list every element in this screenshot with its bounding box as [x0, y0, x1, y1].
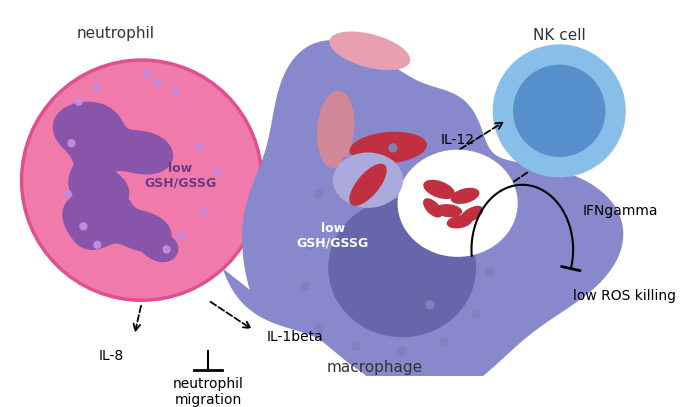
Circle shape — [430, 153, 439, 162]
Text: low
GSH/GSSG: low GSH/GSSG — [296, 221, 369, 249]
Text: low
GSH/GSSG: low GSH/GSSG — [144, 162, 216, 190]
Circle shape — [397, 346, 407, 356]
Polygon shape — [136, 228, 178, 262]
Circle shape — [462, 175, 471, 185]
Circle shape — [67, 139, 75, 147]
Circle shape — [425, 300, 435, 309]
Circle shape — [171, 88, 180, 96]
Circle shape — [342, 157, 352, 166]
Circle shape — [352, 342, 361, 351]
Ellipse shape — [435, 204, 462, 217]
Circle shape — [153, 79, 162, 88]
Circle shape — [513, 65, 605, 157]
Ellipse shape — [333, 153, 403, 208]
Ellipse shape — [330, 31, 410, 70]
Ellipse shape — [446, 215, 472, 228]
Circle shape — [93, 241, 102, 249]
Ellipse shape — [317, 91, 354, 168]
Ellipse shape — [424, 180, 455, 199]
Circle shape — [214, 167, 222, 175]
Polygon shape — [68, 153, 129, 210]
Circle shape — [21, 60, 262, 300]
Ellipse shape — [328, 199, 476, 337]
Polygon shape — [53, 102, 173, 179]
Circle shape — [481, 222, 490, 231]
Circle shape — [195, 144, 203, 152]
Text: macrophage: macrophage — [326, 360, 422, 375]
Circle shape — [162, 245, 171, 254]
Circle shape — [314, 324, 323, 333]
Text: IL-1beta: IL-1beta — [266, 330, 323, 344]
Circle shape — [176, 232, 184, 240]
Circle shape — [200, 208, 208, 217]
Circle shape — [75, 97, 83, 106]
Ellipse shape — [397, 150, 518, 257]
Circle shape — [485, 268, 495, 277]
Circle shape — [314, 189, 323, 199]
Ellipse shape — [451, 188, 480, 204]
Text: neutrophil: neutrophil — [77, 26, 155, 41]
Text: neutrophil
migration: neutrophil migration — [173, 377, 244, 407]
Ellipse shape — [350, 132, 427, 164]
Circle shape — [493, 44, 626, 177]
Circle shape — [64, 190, 72, 198]
Ellipse shape — [350, 164, 387, 206]
Text: IL-8: IL-8 — [99, 349, 124, 363]
Circle shape — [301, 282, 310, 291]
Circle shape — [439, 337, 448, 346]
Circle shape — [93, 83, 102, 92]
Text: low ROS killing: low ROS killing — [573, 289, 676, 303]
Circle shape — [471, 309, 481, 319]
Text: IL-12: IL-12 — [441, 133, 475, 147]
Circle shape — [444, 231, 453, 240]
Ellipse shape — [460, 206, 483, 223]
Polygon shape — [62, 187, 172, 252]
Polygon shape — [223, 40, 623, 402]
Circle shape — [388, 143, 397, 153]
Circle shape — [79, 222, 88, 230]
Circle shape — [305, 240, 314, 249]
Text: IFNgamma: IFNgamma — [583, 204, 658, 218]
Text: NK cell: NK cell — [533, 28, 586, 43]
Circle shape — [144, 70, 152, 78]
Ellipse shape — [423, 198, 442, 217]
